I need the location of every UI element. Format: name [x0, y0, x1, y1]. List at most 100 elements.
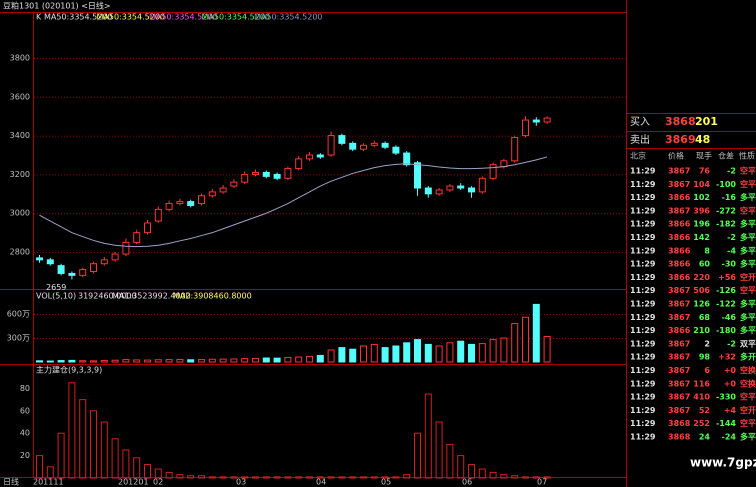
indicator-bar [435, 421, 443, 479]
candle-body [457, 185, 465, 189]
indicator-bar [198, 475, 205, 479]
volume-bar [478, 343, 486, 363]
trade-cell: 11:29 [630, 167, 656, 176]
trade-cell: 52 [699, 406, 710, 415]
trade-cell: 多开 [740, 352, 756, 362]
volume-bar [468, 343, 475, 363]
trade-cell: 11:29 [630, 406, 656, 415]
indicator-bar [262, 476, 270, 479]
window-title: 豆粕1301 (020101) <日线> [3, 1, 111, 11]
volume-bar [144, 359, 151, 363]
volume-bar [435, 345, 443, 363]
volume-bar [262, 357, 270, 363]
indicator-bar [165, 471, 173, 479]
trade-cell: 210 [693, 326, 710, 335]
volume-ma2: MA2:3908460.8000 [173, 292, 252, 301]
column-header: 价格 [668, 151, 684, 161]
volume-bar [489, 339, 497, 363]
column-header: 北京 [630, 151, 646, 161]
y-tick-label: 80 [20, 384, 30, 393]
indicator-bar [208, 476, 216, 479]
volume-bar [252, 357, 259, 363]
volume-bar [165, 359, 173, 363]
y-tick-label: 40 [20, 429, 30, 438]
candle-body [403, 152, 411, 166]
indicator-bar [316, 476, 324, 479]
trade-cell: 空平 [740, 166, 756, 176]
trade-cell: 252 [693, 419, 710, 428]
trade-cell: 3867 [668, 406, 690, 415]
trade-cell: 空平 [740, 179, 756, 189]
quote-label: 卖出 [630, 133, 650, 146]
indicator-bar [327, 476, 335, 479]
volume-bar [219, 358, 227, 363]
indicator-bar [187, 475, 195, 479]
volume-bar [543, 335, 551, 363]
trade-cell: 11:29 [630, 193, 656, 202]
candle-body [327, 135, 335, 156]
trade-cell: 11:29 [630, 393, 656, 402]
trade-cell: 11:29 [630, 353, 656, 362]
trade-cell: 双平 [740, 339, 756, 348]
trade-cell: 空平 [740, 418, 756, 428]
y-tick-label: 3600 [10, 92, 30, 101]
trade-cell: +0 [724, 366, 737, 375]
trade-cell: 104 [693, 180, 710, 189]
indicator-bar [273, 476, 281, 479]
y-tick-label: 300万 [7, 334, 30, 343]
indicator-bar [133, 457, 141, 479]
trade-cell: -126 [716, 286, 736, 295]
indicator-bar [392, 476, 400, 479]
volume-bar [90, 360, 97, 363]
trade-cell: -2 [727, 339, 736, 348]
indicator-bar [57, 432, 65, 479]
trade-cell: -24 [722, 433, 737, 442]
indicator-bar [360, 476, 367, 479]
trade-cell: +0 [724, 379, 737, 388]
indicator-bar [219, 476, 227, 479]
trade-cell: 3867 [668, 300, 690, 309]
trade-cell: 8 [704, 246, 710, 255]
volume-bar [36, 360, 43, 363]
indicator-bar [532, 476, 540, 479]
trade-cell: 11:29 [630, 366, 656, 375]
volume-bar [349, 348, 357, 363]
indicator-title: 主力建仓(9,3,3,9) [36, 365, 102, 375]
trade-cell: 3866 [668, 260, 691, 269]
volume-bar [403, 342, 411, 363]
volume-bar [187, 359, 195, 363]
volume-bar [100, 360, 108, 363]
trade-cell: 11:29 [630, 313, 656, 322]
volume-bar [241, 358, 249, 363]
candle-body [46, 259, 54, 265]
trade-cell: -122 [716, 300, 736, 309]
x-tick-label: 02 [153, 478, 163, 487]
trade-cell: 116 [693, 379, 710, 388]
candle-body [306, 154, 313, 160]
trade-cell: -46 [722, 313, 737, 322]
candle-body [295, 158, 303, 170]
indicator-bar [500, 474, 508, 479]
trade-cell: 多平 [740, 219, 756, 229]
volume-bar [522, 316, 529, 363]
trade-cell: -2 [727, 233, 736, 242]
candle-body [154, 208, 162, 222]
ma-legend: MA50:3354.5200 [202, 13, 271, 22]
volume-bar [457, 340, 465, 363]
trade-cell: -30 [722, 260, 737, 269]
trade-cell: -272 [716, 206, 736, 215]
quote-price: 3868 [665, 115, 696, 128]
candle-body [230, 181, 238, 187]
trade-cell: 多平 [740, 325, 756, 335]
indicator-bar [241, 476, 249, 479]
trade-cell: -180 [716, 326, 736, 335]
volume-bar [133, 359, 141, 363]
y-tick-label: 60 [20, 406, 30, 415]
indicator-bar [252, 476, 259, 479]
trade-cell: -144 [716, 419, 736, 428]
trade-cell: 142 [693, 233, 710, 242]
ma-legend: MA50:3354.5200 [97, 13, 166, 22]
x-tick-label: 04 [316, 478, 326, 487]
trade-cell: 空开 [740, 405, 756, 415]
indicator-bar [424, 393, 432, 479]
